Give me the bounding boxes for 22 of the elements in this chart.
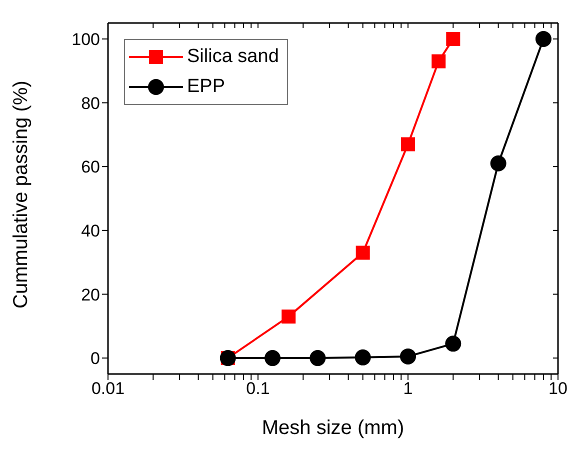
y-tick-label: 60: [81, 158, 100, 177]
point: [490, 155, 506, 172]
point: [445, 336, 462, 352]
legend-label: Silica sand: [187, 46, 279, 68]
y-tick-label: 80: [81, 94, 100, 113]
x-tick-label: 10: [548, 379, 568, 398]
y-tick-label: 20: [81, 285, 100, 304]
y-tick-label: 100: [72, 30, 100, 49]
x-tick-label: 0.1: [246, 379, 270, 398]
point: [310, 350, 326, 366]
legend-label: EPP: [187, 76, 226, 98]
y-axis-title: Cummulative passing (%): [10, 80, 32, 308]
x-axis-title: Mesh size (mm): [262, 417, 404, 439]
point: [264, 350, 281, 366]
y-tick-label: 40: [81, 221, 100, 240]
y-tick-label: 0: [90, 349, 100, 368]
x-tick-label: 0.01: [91, 379, 125, 398]
point: [400, 348, 416, 364]
point: [535, 30, 552, 47]
x-tick-label: 1: [403, 379, 413, 398]
point: [354, 349, 371, 366]
point: [446, 32, 460, 46]
